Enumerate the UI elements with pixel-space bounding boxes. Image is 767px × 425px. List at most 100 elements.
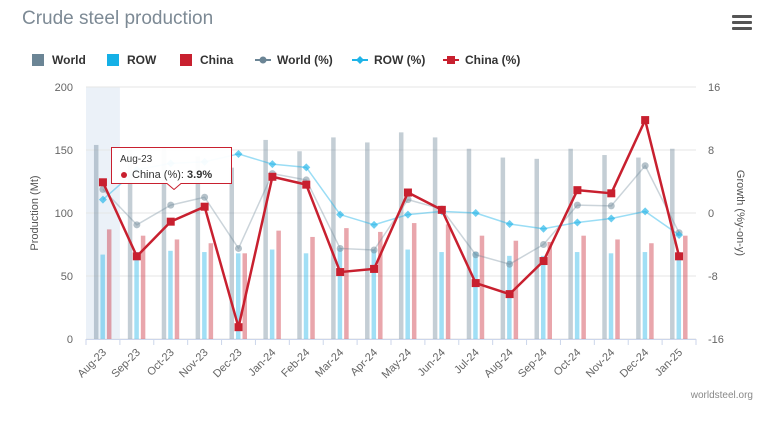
hamburger-menu-icon[interactable] bbox=[730, 12, 754, 32]
point-row bbox=[370, 220, 379, 229]
bar-series-row bbox=[100, 248, 682, 339]
bar-series-china bbox=[106, 223, 688, 339]
point-china bbox=[268, 172, 277, 181]
bar-world bbox=[670, 148, 675, 339]
bar-world bbox=[602, 155, 607, 339]
x-tick-label: Dec-24 bbox=[618, 347, 652, 381]
bars bbox=[93, 132, 688, 339]
line-series-china bbox=[98, 116, 684, 332]
bar-world bbox=[161, 147, 167, 339]
menu-bar bbox=[732, 27, 752, 30]
legend-swatch bbox=[107, 54, 119, 66]
bar-row bbox=[100, 254, 105, 339]
legend-swatch bbox=[32, 54, 44, 66]
bar-row bbox=[405, 249, 410, 339]
x-tick-label: Feb-24 bbox=[279, 347, 312, 380]
bar-world bbox=[568, 148, 573, 339]
credit-label: worldsteel.org bbox=[690, 390, 753, 401]
y2-tick-label: -8 bbox=[708, 271, 718, 283]
bar-world bbox=[229, 167, 234, 339]
bar-china bbox=[276, 230, 281, 339]
x-tick-label: Sep-24 bbox=[516, 347, 550, 381]
tooltip-series-name: China (%): bbox=[132, 169, 187, 181]
point-world bbox=[133, 221, 141, 229]
point-row bbox=[403, 210, 412, 219]
y-axis-title: Production (Mt) bbox=[29, 175, 41, 250]
point-row bbox=[539, 224, 548, 233]
x-tick-label: Mar-24 bbox=[313, 347, 346, 380]
line-path-world bbox=[102, 165, 680, 265]
point-row bbox=[234, 149, 243, 158]
bar-china bbox=[649, 243, 654, 339]
bar-world bbox=[398, 132, 404, 339]
point-china bbox=[675, 252, 684, 261]
bar-china bbox=[140, 235, 146, 339]
point-china bbox=[573, 186, 582, 195]
bar-china bbox=[208, 243, 214, 339]
bar-row bbox=[134, 252, 139, 339]
x-tick-label: Dec-23 bbox=[211, 347, 245, 381]
y-tick-label: 0 bbox=[67, 334, 73, 346]
menu-bar bbox=[732, 15, 752, 18]
x-tick-label: Sep-23 bbox=[109, 347, 143, 381]
bar-china bbox=[513, 240, 519, 339]
bar-row bbox=[642, 252, 648, 339]
legend-label: World bbox=[52, 53, 86, 67]
y-tick-label: 150 bbox=[55, 145, 73, 157]
bar-row bbox=[202, 252, 207, 339]
bar-series-world bbox=[93, 132, 675, 339]
bar-china bbox=[581, 235, 586, 339]
bar-china bbox=[547, 241, 552, 339]
lines bbox=[98, 116, 684, 332]
bar-world bbox=[195, 156, 201, 339]
bar-world bbox=[432, 137, 438, 339]
point-world bbox=[201, 193, 209, 201]
bar-row bbox=[337, 248, 343, 339]
point-china bbox=[336, 268, 345, 277]
bar-world bbox=[466, 148, 472, 339]
x-tick-label: Jul-24 bbox=[452, 347, 482, 377]
bar-china bbox=[615, 239, 620, 339]
legend-item-china: China (%) bbox=[443, 53, 520, 67]
point-china bbox=[505, 290, 514, 299]
x-tick-label: Jun-24 bbox=[416, 347, 448, 379]
point-china bbox=[132, 252, 141, 261]
legend: World ROW China World (%) ROW (%) China (%) bbox=[32, 53, 520, 67]
point-china bbox=[370, 264, 379, 273]
bar-world bbox=[331, 137, 336, 339]
y2-tick-label: 16 bbox=[708, 82, 720, 94]
point-china bbox=[403, 188, 412, 197]
x-tick-label: Nov-24 bbox=[584, 347, 618, 381]
bar-china bbox=[683, 235, 688, 339]
legend-marker bbox=[259, 56, 267, 64]
bar-world bbox=[93, 144, 99, 339]
y2-axis-title: Growth (%y-on-y) bbox=[734, 170, 746, 256]
point-china bbox=[471, 279, 480, 288]
bar-world bbox=[500, 157, 506, 339]
y2-tick-label: 0 bbox=[708, 208, 714, 220]
bar-world bbox=[636, 157, 641, 339]
bar-world bbox=[263, 139, 268, 339]
point-china bbox=[166, 217, 175, 226]
legend-label: China bbox=[200, 53, 234, 67]
bar-china bbox=[310, 236, 315, 339]
x-tick-label: Aug-23 bbox=[75, 347, 109, 381]
bar-world bbox=[365, 142, 370, 339]
x-tick-label: Aug-24 bbox=[482, 347, 516, 381]
bar-row bbox=[541, 255, 546, 339]
legend-item-row: ROW (%) bbox=[352, 53, 425, 67]
point-row bbox=[607, 214, 616, 223]
point-row bbox=[336, 210, 345, 219]
point-china bbox=[607, 189, 616, 198]
point-world bbox=[641, 162, 649, 170]
point-china bbox=[234, 323, 243, 332]
tooltip: Aug-23 China (%): 3.9% bbox=[111, 147, 232, 190]
point-world bbox=[506, 260, 514, 268]
legend-item-row: ROW bbox=[107, 53, 157, 67]
legend-item-world: World (%) bbox=[255, 53, 333, 67]
bar-china bbox=[344, 228, 349, 339]
point-row bbox=[505, 220, 514, 229]
point-world bbox=[540, 241, 547, 248]
